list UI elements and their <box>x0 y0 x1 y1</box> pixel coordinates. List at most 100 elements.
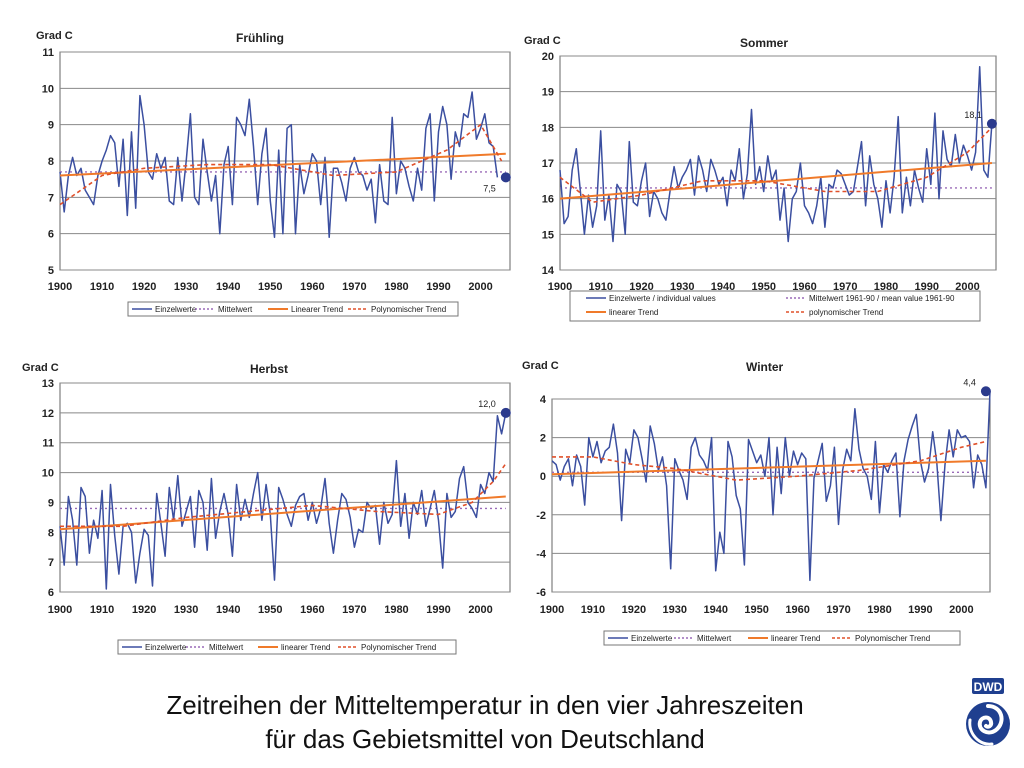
x-tick-label: 1900 <box>540 604 564 616</box>
last-value-label: 12,0 <box>478 399 496 409</box>
footer-line-2: für das Gebietsmittel von Deutschland <box>265 724 705 754</box>
x-tick-label: 1980 <box>867 604 891 616</box>
y-axis-label: Grad C <box>522 360 559 372</box>
x-tick-label: 1900 <box>548 281 572 293</box>
y-tick-label: -4 <box>536 548 547 560</box>
footer-line-1: Zeitreihen der Mitteltemperatur in den v… <box>166 690 804 720</box>
x-tick-label: 1990 <box>914 281 938 293</box>
legend-label: Polynomischer Trend <box>855 634 930 643</box>
polynomial-trend-line <box>59 123 503 206</box>
x-tick-label: 1920 <box>622 604 646 616</box>
chart-panel-spring: Grad C Frühling 5 6 7 8 9 10 11 1900 1910 1920 193… <box>0 0 520 330</box>
y-tick-label: 19 <box>542 87 554 99</box>
polynomial-trend-line <box>559 126 993 204</box>
y-tick-label: 18 <box>542 122 554 134</box>
last-value-marker <box>500 407 511 418</box>
x-tick-label: 1970 <box>342 604 366 616</box>
y-tick-label: 13 <box>42 378 54 390</box>
x-tick-label: 1980 <box>874 281 898 293</box>
last-value-marker <box>500 172 511 183</box>
x-tick-label: 2000 <box>468 281 492 293</box>
x-tick-label: 1970 <box>833 281 857 293</box>
y-tick-label: 7 <box>48 557 54 569</box>
y-axis-label: Grad C <box>22 362 59 374</box>
x-tick-label: 1930 <box>174 281 198 293</box>
x-tick-label: 1910 <box>90 604 114 616</box>
legend-label: Polynomischer Trend <box>371 305 446 314</box>
x-tick-label: 1940 <box>216 604 240 616</box>
x-tick-label: 1940 <box>216 281 240 293</box>
x-tick-label: 1930 <box>670 281 694 293</box>
y-tick-label: 10 <box>42 83 54 95</box>
logo-text: DWD <box>974 680 1003 694</box>
dwd-logo: DWD <box>958 676 1014 756</box>
x-tick-label: 1940 <box>703 604 727 616</box>
x-tick-label: 1960 <box>300 604 324 616</box>
y-tick-label: 10 <box>42 468 54 480</box>
y-axis-label: Grad C <box>524 35 561 47</box>
y-tick-label: -6 <box>536 587 546 599</box>
x-tick-label: 1990 <box>908 604 932 616</box>
x-tick-label: 1910 <box>581 604 605 616</box>
x-tick-label: 1990 <box>426 281 450 293</box>
legend-label: polynomischer Trend <box>809 308 883 317</box>
legend-label: Mittelwert <box>209 643 244 652</box>
legend-label: Linearer Trend <box>291 305 343 314</box>
polynomial-trend-line <box>60 463 507 528</box>
x-tick-label: 1950 <box>751 281 775 293</box>
series-line-individual-values <box>559 65 993 243</box>
chart-panel-summer: Grad C Sommer 14 15 16 17 18 19 20 1900 1910 1920… <box>514 0 1024 330</box>
y-tick-label: 17 <box>542 158 554 170</box>
footer-title: Zeitreihen der Mitteltemperatur in den v… <box>40 688 930 756</box>
plot-area <box>551 398 991 593</box>
x-tick-label: 2000 <box>949 604 973 616</box>
y-tick-label: 14 <box>542 265 555 277</box>
last-value-marker <box>986 118 997 129</box>
linear-trend-line <box>559 162 993 200</box>
y-tick-label: 8 <box>48 156 54 168</box>
polynomial-trend-line <box>552 440 987 481</box>
x-tick-label: 2000 <box>955 281 979 293</box>
y-tick-label: 6 <box>48 229 54 241</box>
series-line-individual-values <box>551 391 991 582</box>
chart-title: Winter <box>746 360 784 374</box>
series-line-individual-values <box>59 91 499 239</box>
linear-trend-line <box>59 152 506 177</box>
y-tick-label: 11 <box>42 47 54 59</box>
legend-label: linearer Trend <box>609 308 658 317</box>
x-tick-label: 1960 <box>785 604 809 616</box>
x-tick-label: 1970 <box>826 604 850 616</box>
y-tick-label: 8 <box>48 527 54 539</box>
y-tick-label: 2 <box>540 433 546 445</box>
y-tick-label: 16 <box>542 194 554 206</box>
x-tick-label: 1930 <box>663 604 687 616</box>
legend-label: Einzelwerte <box>145 643 187 652</box>
x-tick-label: 1950 <box>258 604 282 616</box>
y-tick-label: 15 <box>542 229 554 241</box>
legend-label: Mittelwert <box>697 634 732 643</box>
legend-box <box>569 290 981 322</box>
last-value-label: 7,5 <box>483 183 496 193</box>
legend-box <box>127 301 459 317</box>
x-tick-label: 1900 <box>48 604 72 616</box>
chart-plot-autumn: 6 7 8 9 10 11 12 13 1900 1910 1920 1930 1940 1950 1960… <box>42 378 511 655</box>
x-tick-label: 1940 <box>711 281 735 293</box>
y-tick-label: 7 <box>48 192 54 204</box>
x-tick-label: 1930 <box>174 604 198 616</box>
chart-title: Frühling <box>236 31 284 45</box>
y-tick-label: 6 <box>48 587 54 599</box>
y-tick-label: 9 <box>48 120 54 132</box>
linear-trend-line <box>59 495 506 531</box>
legend-label: linearer Trend <box>281 643 330 652</box>
x-tick-label: 1990 <box>426 604 450 616</box>
y-tick-label: 5 <box>48 265 54 277</box>
x-tick-label: 1920 <box>132 604 156 616</box>
chart-title: Sommer <box>740 36 789 50</box>
last-value-marker <box>980 386 991 397</box>
legend-box <box>603 630 961 646</box>
y-tick-label: 4 <box>540 394 547 406</box>
y-tick-label: 0 <box>540 471 546 483</box>
y-tick-label: -2 <box>536 510 546 522</box>
chart-panel-autumn: Grad C Herbst 6 7 8 9 10 11 12 13 1900 1910 1920 19… <box>0 345 520 665</box>
